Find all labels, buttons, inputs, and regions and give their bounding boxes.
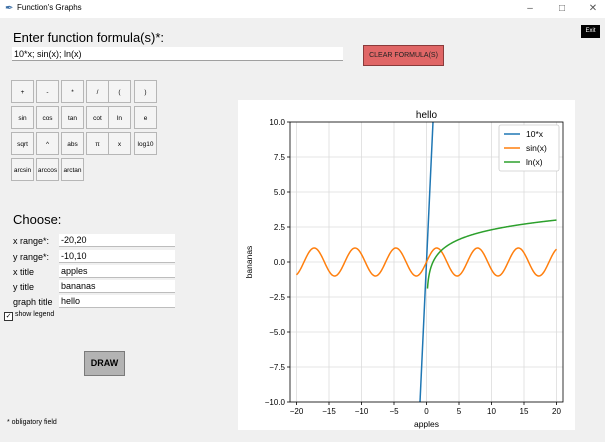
y-title-label: y title [13,282,35,292]
y-tick-label: 2.5 [274,223,286,232]
series-line-1 [295,247,558,277]
legend-label-1: sin(x) [526,143,547,153]
key-arcsin[interactable]: arcsin [11,158,34,181]
key-cot[interactable]: cot [86,106,109,129]
minimize-button[interactable]: – [527,3,533,14]
feather-icon: ✒ [5,3,14,14]
y-tick-label: 7.5 [274,153,286,162]
y-title-input[interactable] [59,280,175,293]
key-arccos[interactable]: arccos [36,158,59,181]
y-tick-label: −2.5 [269,293,285,302]
key-ln[interactable]: ln [108,106,131,129]
x-title-label: x title [13,267,35,277]
key-pi[interactable]: π [86,132,109,155]
x-range-label: x range*: [13,236,50,246]
graph-title-label: graph title [13,297,53,307]
legend-label-2: ln(x) [526,157,543,167]
y-range-input[interactable] [59,250,175,263]
key-minus[interactable]: - [36,80,59,103]
y-tick-label: −7.5 [269,363,285,372]
key-arctan[interactable]: arctan [61,158,84,181]
y-tick-label: 10.0 [269,118,285,127]
graph-title-input[interactable] [59,295,175,308]
key-divide[interactable]: / [86,80,109,103]
y-range-label: y range*: [13,252,50,262]
key-x[interactable]: x [108,132,131,155]
x-tick-label: −10 [355,407,369,416]
key-cos[interactable]: cos [36,106,59,129]
key-rparen[interactable]: ) [134,80,157,103]
x-tick-label: −15 [322,407,336,416]
y-axis-label: bananas [244,246,254,279]
formula-label: Enter function formula(s)*: [13,30,165,45]
key-sqrt[interactable]: sqrt [11,132,34,155]
x-tick-label: 0 [424,407,429,416]
exit-button[interactable]: Exit [581,25,600,38]
plot-frame [289,121,564,403]
key-power[interactable]: ^ [36,132,59,155]
x-tick-label: 15 [520,407,529,416]
x-tick-label: 10 [487,407,496,416]
x-range-input[interactable] [59,234,175,247]
key-times[interactable]: * [61,80,84,103]
y-tick-label: 0.0 [274,258,286,267]
show-legend-checkbox[interactable]: ✓ [4,312,13,321]
formula-input[interactable] [12,47,343,61]
key-plus[interactable]: + [11,80,34,103]
x-tick-label: −20 [290,407,304,416]
key-abs[interactable]: abs [61,132,84,155]
x-tick-label: 5 [457,407,462,416]
choose-label: Choose: [13,212,62,227]
draw-button[interactable]: DRAW [84,351,125,376]
y-tick-label: 5.0 [274,188,286,197]
clear-formula-button[interactable]: CLEAR FORMULA(S) [363,45,444,66]
title-bar: ✒ Function's Graphs – □ ✕ [0,0,605,18]
legend-label-0: 10*x [526,129,544,139]
legend-box [498,124,560,172]
x-title-input[interactable] [59,265,175,278]
x-tick-label: −5 [389,407,399,416]
y-tick-label: −10.0 [265,398,286,407]
series-line-2 [426,219,557,289]
key-tan[interactable]: tan [61,106,84,129]
close-button[interactable]: ✕ [588,3,598,14]
key-lparen[interactable]: ( [108,80,131,103]
maximize-button[interactable]: □ [558,3,566,14]
function-chart: −20 −15 −10 −5 0 5 10 15 20 −10.0 −7.5 −5.0 −2.5 0.0 2… [238,100,575,430]
show-legend-label: show legend [15,311,55,318]
x-axis-label: apples [414,419,439,429]
y-tick-label: −5.0 [269,328,285,337]
key-e[interactable]: e [134,106,157,129]
key-log10[interactable]: log10 [134,132,157,155]
chart-title: hello [416,110,438,121]
key-sin[interactable]: sin [11,106,34,129]
window-title: Function's Graphs [17,3,82,12]
x-tick-label: 20 [552,407,561,416]
obligatory-footnote: * obligatory field [7,419,57,426]
